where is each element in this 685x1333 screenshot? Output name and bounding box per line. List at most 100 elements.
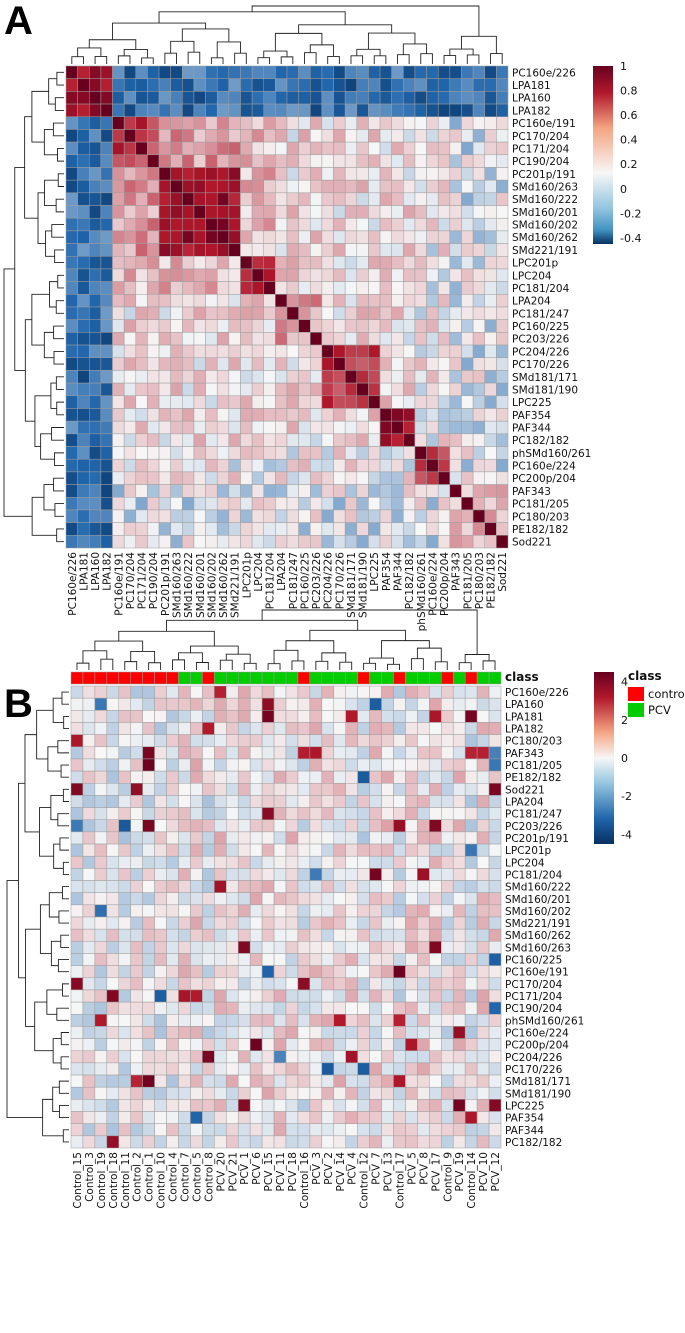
heatmap-cell — [166, 904, 179, 918]
heatmap-cell — [414, 217, 427, 232]
heatmap-cell — [403, 344, 416, 358]
row-label: PC204/226 — [512, 346, 570, 358]
heatmap-cell — [452, 916, 466, 930]
row-label: Sod221 — [512, 537, 552, 549]
heatmap-cell — [333, 129, 346, 143]
column-label: PC181/205 — [462, 552, 474, 609]
heatmap-cell — [405, 746, 418, 760]
heatmap-cell — [261, 855, 275, 869]
heatmap-cell — [381, 953, 394, 966]
heatmap-cell — [476, 1135, 490, 1149]
heatmap-cell — [285, 734, 299, 748]
class-annotation-cell — [214, 671, 227, 685]
heatmap-cell — [251, 395, 264, 409]
heatmap-cell — [130, 953, 143, 966]
heatmap-cell — [147, 192, 160, 206]
heatmap-cell — [321, 420, 334, 435]
heatmap-cell — [82, 880, 96, 893]
row-label: PAF343 — [512, 486, 551, 498]
heatmap-cell — [464, 892, 478, 906]
heatmap-cell — [94, 819, 108, 833]
heatmap-cell — [441, 868, 454, 881]
panel-b-column-dendrogram-branch — [130, 651, 156, 663]
heatmap-cell — [106, 953, 120, 966]
heatmap-cell — [286, 65, 299, 79]
heatmap-cell — [158, 103, 171, 117]
heatmap-cell — [357, 843, 370, 857]
heatmap-cell — [309, 1135, 323, 1149]
heatmap-cell — [429, 953, 442, 966]
heatmap-cell — [321, 1001, 335, 1015]
heatmap-cell — [263, 382, 276, 397]
heatmap-cell — [356, 243, 369, 257]
heatmap-cell — [147, 154, 160, 168]
heatmap-cell — [496, 497, 509, 511]
row-label: PC170/204 — [505, 979, 563, 991]
heatmap-cell — [379, 281, 392, 295]
heatmap-cell — [437, 167, 451, 181]
heatmap-cell — [178, 783, 191, 796]
heatmap-cell — [414, 116, 427, 130]
heatmap-cell — [100, 179, 113, 194]
heatmap-cell — [70, 1074, 84, 1088]
heatmap-cell — [368, 382, 381, 397]
heatmap-cell — [381, 1026, 394, 1039]
heatmap-cell — [414, 395, 427, 409]
class-annotation-cell — [166, 671, 179, 685]
heatmap-cell — [381, 1099, 394, 1112]
heatmap-cell — [216, 420, 230, 435]
panel-a-row-dendrogram-branch — [24, 319, 35, 422]
heatmap-cell — [70, 1099, 84, 1112]
heatmap-cell — [89, 167, 102, 181]
heatmap-cell — [369, 758, 382, 772]
column-label: SMd160/201 — [195, 552, 207, 618]
heatmap-cell — [154, 941, 167, 954]
heatmap-cell — [249, 1135, 263, 1149]
heatmap-cell — [344, 395, 358, 409]
heatmap-cell — [226, 1026, 239, 1039]
heatmap-cell — [321, 306, 334, 320]
heatmap-cell — [123, 497, 137, 511]
heatmap-cell — [345, 1074, 358, 1088]
heatmap-cell — [405, 977, 418, 991]
heatmap-cell — [464, 880, 478, 893]
heatmap-cell — [228, 78, 241, 92]
row-label: LPA182 — [505, 724, 544, 736]
heatmap-cell — [309, 904, 323, 918]
heatmap-cell — [403, 91, 416, 105]
heatmap-cell — [441, 697, 454, 711]
heatmap-cell — [391, 344, 404, 358]
heatmap-cell — [130, 1014, 143, 1027]
heatmap-cell — [488, 1038, 502, 1051]
heatmap-cell — [476, 770, 490, 784]
heatmap-cell — [345, 795, 358, 808]
heatmap-cell — [472, 433, 485, 447]
heatmap-cell — [310, 332, 323, 346]
heatmap-cell — [261, 1038, 275, 1051]
heatmap-cell — [357, 880, 370, 893]
heatmap-cell — [437, 205, 451, 219]
row-label: PC201p/191 — [512, 169, 576, 181]
heatmap-cell — [344, 256, 358, 270]
panel-b-column-dendrogram-branch — [482, 660, 496, 670]
heatmap-cell — [82, 868, 96, 881]
heatmap-cell — [106, 758, 120, 772]
heatmap-cell — [333, 230, 346, 244]
heatmap-cell — [147, 294, 160, 308]
column-label: PCV_2 — [323, 1152, 335, 1185]
panel-b-column-dendrogram-branch — [82, 650, 108, 664]
heatmap-cell — [496, 243, 509, 257]
heatmap-cell — [237, 1074, 251, 1088]
row-label: PC180/203 — [505, 736, 562, 748]
heatmap-cell — [226, 685, 239, 699]
heatmap-cell — [403, 268, 416, 282]
heatmap-cell — [437, 281, 451, 295]
heatmap-cell — [228, 408, 241, 422]
column-label: PCV_18 — [287, 1152, 299, 1191]
heatmap-cell — [488, 855, 502, 869]
heatmap-cell — [321, 1026, 335, 1039]
heatmap-cell — [202, 697, 215, 711]
heatmap-cell — [345, 953, 358, 966]
heatmap-cell — [333, 855, 346, 869]
